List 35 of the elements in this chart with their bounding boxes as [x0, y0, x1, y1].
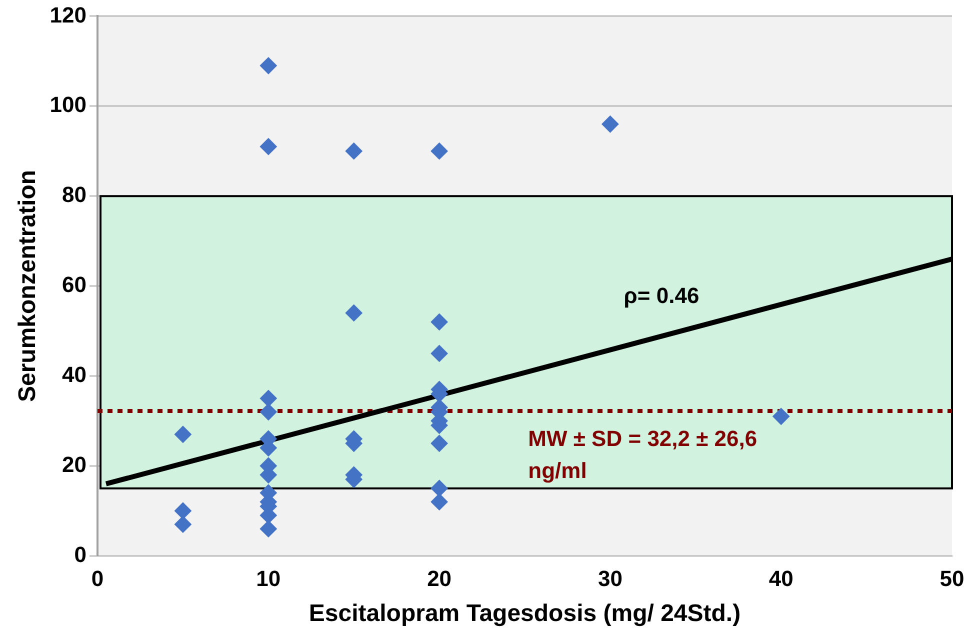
x-tick-label: 10	[256, 566, 281, 592]
x-tick-label: 40	[768, 566, 794, 592]
point	[174, 426, 192, 443]
point	[430, 480, 448, 497]
y-tick-label: 120	[50, 2, 87, 28]
y-tick-label: 60	[62, 272, 87, 298]
point	[430, 313, 448, 330]
point	[345, 142, 362, 160]
y-tick-label: 100	[50, 92, 87, 118]
point	[430, 344, 448, 362]
y-tick-label: 40	[62, 362, 87, 387]
point	[430, 142, 448, 160]
x-axis-title: Escitalopram Tagesdosis (mg/ 24Std.)	[308, 600, 741, 628]
point	[260, 403, 277, 420]
point	[260, 57, 277, 74]
point	[430, 493, 448, 510]
x-tick-label: 20	[427, 566, 452, 592]
point	[772, 408, 790, 425]
point	[174, 502, 192, 520]
x-tick-label: 0	[91, 566, 104, 592]
y-tick-label: 20	[62, 452, 87, 477]
annotation: ρ= 0.46	[624, 282, 700, 308]
y-tick-label: 80	[62, 182, 87, 208]
point	[430, 434, 448, 452]
x-tick-label: 50	[940, 566, 964, 592]
point	[602, 116, 619, 133]
ref-line-label: MW ± SD = 32,2 ± 26,6 ng/ml	[528, 426, 758, 484]
point	[345, 304, 362, 322]
point	[260, 138, 277, 156]
x-tick-label: 30	[598, 566, 622, 592]
point	[260, 520, 277, 538]
y-axis-title: Serumkonzentration	[14, 170, 42, 402]
y-tick-label: 0	[74, 542, 87, 567]
point	[260, 390, 277, 407]
point	[174, 516, 192, 533]
